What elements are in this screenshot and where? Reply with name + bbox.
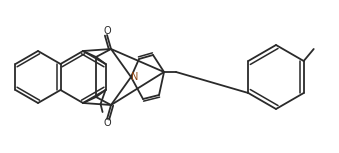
Text: N: N	[131, 72, 139, 82]
Text: O: O	[103, 118, 111, 128]
Text: O: O	[103, 26, 111, 36]
